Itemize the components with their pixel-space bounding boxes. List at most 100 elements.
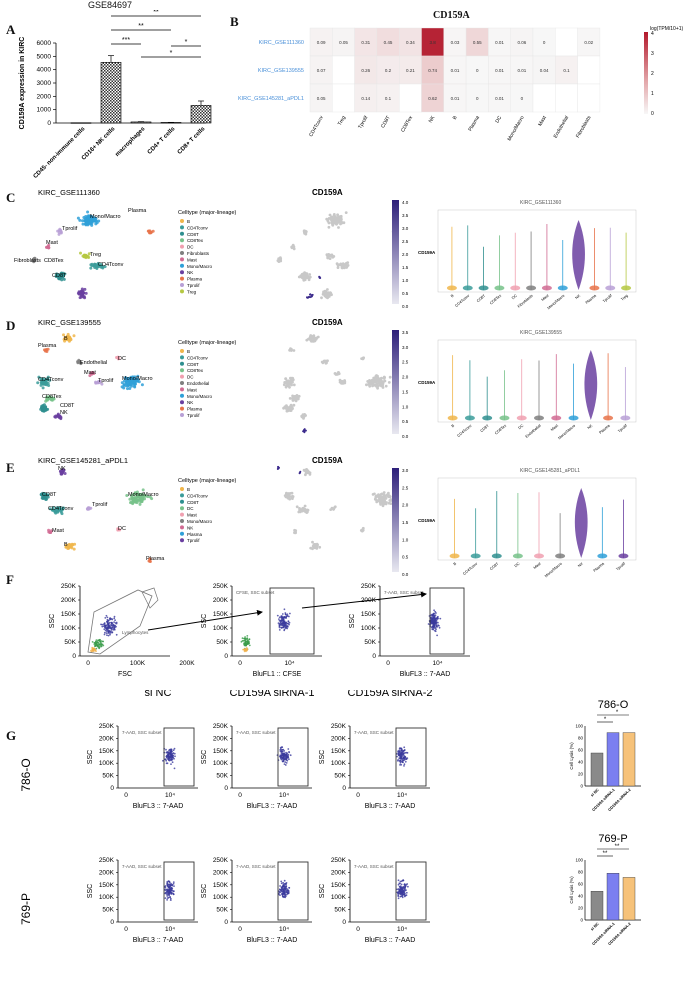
- expr-scale-tick: 0.5: [402, 419, 409, 424]
- flow-ytick-label: 150K: [61, 611, 77, 618]
- panel-a-title: GSE84697: [88, 0, 133, 10]
- umap-cell: [68, 544, 72, 548]
- flow-gate[interactable]: [277, 727, 309, 787]
- umap-cell: [60, 472, 64, 476]
- umap-cell: [58, 508, 62, 512]
- flow-event: [283, 629, 286, 632]
- flow-xtick-label: 10⁴: [397, 792, 407, 799]
- umap-cell: [53, 509, 57, 513]
- umap-legend-title: Celltype (major-lineage): [178, 340, 237, 346]
- b-cell-value: 0: [476, 68, 479, 73]
- flow-gate[interactable]: [269, 587, 315, 655]
- expr-cell: [325, 217, 329, 221]
- flow-event: [280, 622, 283, 625]
- b-heat-cell: [398, 83, 422, 113]
- expr-cell: [326, 296, 329, 300]
- g-bar: [622, 732, 636, 787]
- expr-cell: [315, 547, 319, 550]
- expr-cell: [379, 492, 383, 496]
- a-sig-label: ***: [122, 37, 130, 44]
- panel-b-heatmap: KIRC_GSE111360 0.09 0.05 0.31 0.45 0.34 3.8 0.0…: [238, 26, 684, 142]
- expr-cell: [326, 288, 329, 291]
- flow-gate[interactable]: [429, 587, 465, 655]
- flow-event: [110, 618, 113, 620]
- flow-event: [403, 746, 406, 749]
- umap-cell: [124, 384, 128, 388]
- expr-cell: [303, 504, 307, 508]
- flow-ylabel: SSC: [201, 884, 208, 898]
- umap-cluster-label: Tprolif: [92, 502, 108, 508]
- b-row-label[interactable]: KIRC_GSE139555: [258, 68, 304, 74]
- flow-event: [168, 893, 171, 896]
- umap-cell: [97, 219, 101, 223]
- flow-event: [286, 752, 289, 755]
- b-col-label: B: [452, 114, 459, 120]
- flow-gate[interactable]: [395, 861, 427, 921]
- expr-cell: [379, 501, 382, 505]
- expr-cell: [387, 381, 391, 384]
- umap-cell: [61, 507, 65, 511]
- flow-event: [164, 885, 167, 887]
- flow-event: [283, 622, 286, 625]
- flow-event: [287, 620, 290, 622]
- b-row-label[interactable]: KIRC_GSE111360: [259, 40, 304, 46]
- flow-event: [170, 748, 173, 751]
- flow-ytick-label: 100K: [99, 760, 115, 767]
- expr-cell: [373, 497, 377, 501]
- expr-cell: [295, 505, 299, 509]
- expr-cell: [328, 257, 332, 260]
- flow-event: [97, 642, 100, 645]
- g-bar: [590, 752, 604, 787]
- a-bar: [130, 121, 152, 124]
- flow-event: [169, 897, 172, 900]
- flow-event: [167, 896, 170, 899]
- umap-cell: [86, 223, 90, 227]
- umap-cell: [40, 406, 44, 409]
- expr-cell: [324, 361, 328, 365]
- flow-event: [241, 640, 244, 642]
- umap-cell: [83, 222, 87, 226]
- violin-title: KIRC_GSE145281_aPDL1: [520, 468, 580, 474]
- flow-event: [396, 755, 398, 758]
- flow-event: [165, 759, 168, 762]
- flow-gate[interactable]: [277, 861, 309, 921]
- legend-swatch: [180, 276, 184, 281]
- expr-cell: [387, 491, 390, 495]
- flow-event: [105, 632, 108, 634]
- violin-shape: [499, 415, 510, 421]
- b-col-label: Tprolif: [357, 114, 369, 130]
- umap-cell: [87, 252, 91, 256]
- expr-cell: [382, 491, 386, 494]
- expr-cell: [326, 256, 330, 260]
- umap-cell: [40, 378, 44, 382]
- flow-event: [244, 641, 247, 644]
- flow-event: [287, 890, 290, 892]
- flow-gate-small[interactable]: [141, 587, 159, 609]
- flow-event: [283, 750, 286, 752]
- legend-label: NK: [187, 270, 193, 275]
- flow-gate[interactable]: [395, 727, 427, 787]
- flow-event: [167, 754, 170, 757]
- flow-event: [399, 762, 402, 764]
- flow-event: [104, 617, 107, 619]
- flow-gate[interactable]: [163, 861, 195, 921]
- umap-cell: [137, 492, 141, 496]
- expr-cell: [311, 540, 314, 544]
- umap-cell: [43, 496, 47, 500]
- b-row-label[interactable]: KIRC_GSE145281_aPDL1: [238, 96, 304, 102]
- flow-gate[interactable]: [87, 589, 153, 655]
- panel-letter-g: G: [6, 728, 17, 743]
- umap-cell: [95, 263, 99, 267]
- a-sig-label: *: [170, 50, 173, 57]
- expr-cell: [365, 383, 368, 387]
- legend-swatch: [180, 381, 184, 385]
- flow-event: [106, 620, 108, 623]
- flow-event: [169, 758, 172, 761]
- expr-cell: [375, 378, 379, 382]
- a-xtick-label: CD16+ NK cells: [81, 126, 117, 162]
- b-cell-value: 0: [476, 96, 479, 101]
- flow-ytick-label: 150K: [213, 748, 229, 755]
- flow-event: [407, 885, 409, 888]
- flow-gate[interactable]: [163, 727, 195, 787]
- legend-swatch: [180, 289, 184, 294]
